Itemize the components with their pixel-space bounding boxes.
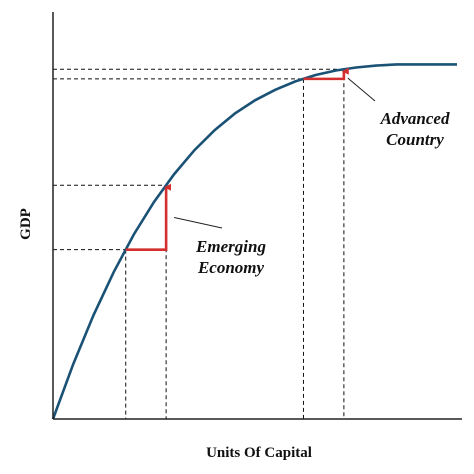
step-arrows (125, 67, 349, 251)
annotation-label-line: Economy (197, 258, 265, 277)
growth-step-arrow (303, 67, 349, 81)
growth-step-arrow (125, 183, 172, 251)
y-axis-title: GDP (18, 208, 34, 240)
annotation-label-line: Emerging (195, 237, 266, 256)
gdp-curve-line (51, 63, 457, 420)
x-axis-title: Units Of Capital (206, 445, 312, 461)
curve-layer (51, 63, 457, 420)
annotation-leaders (174, 77, 376, 229)
annotation-label-line: Advanced (380, 109, 450, 128)
annotation-leader-line (174, 216, 223, 229)
annotation-label-line: Country (386, 130, 444, 149)
annotation-labels: Emerging Economy Advanced Country (195, 109, 450, 277)
annotation-leader-line (347, 77, 376, 102)
